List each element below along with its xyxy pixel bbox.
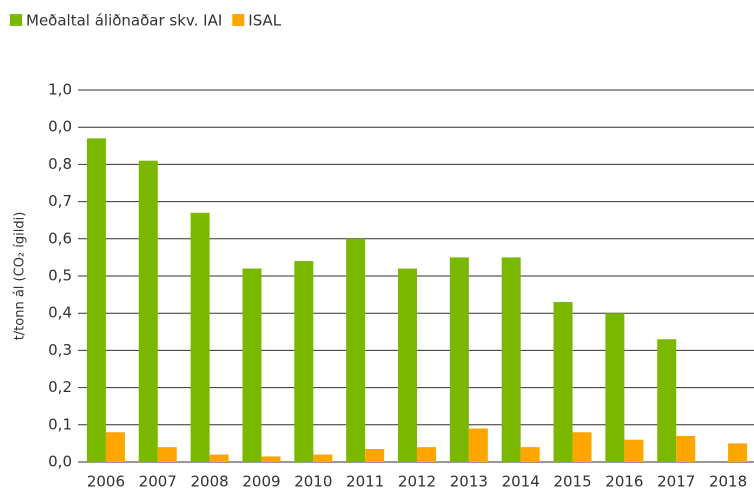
x-tick-label: 2018 (709, 473, 747, 491)
legend-swatch (10, 14, 22, 26)
x-tick-label: 2014 (502, 473, 540, 491)
bar (398, 268, 417, 462)
bar (105, 432, 125, 462)
bar (242, 268, 262, 462)
x-tick-label: 2010 (294, 473, 332, 491)
y-tick-label: 0,5 (48, 267, 72, 285)
bar (365, 448, 385, 462)
bar (657, 339, 677, 462)
y-tick-label: 0,4 (48, 304, 72, 322)
x-tick-label: 2007 (139, 473, 177, 491)
bar (261, 456, 281, 462)
x-tick-label: 2016 (605, 473, 643, 491)
y-tick-label: 0,2 (48, 378, 72, 396)
bar (209, 454, 229, 462)
x-tick-label: 2011 (346, 473, 384, 491)
x-tick-label: 2012 (398, 473, 436, 491)
bar (313, 454, 333, 462)
bar (553, 302, 573, 462)
bar (605, 313, 625, 462)
bar (520, 447, 540, 462)
x-tick-label: 2009 (242, 473, 280, 491)
bar (138, 160, 158, 462)
y-tick-label: 1,0 (48, 81, 72, 99)
bar (468, 428, 488, 462)
y-axis-label: t/tonn ál (CO₂ ígildi) (13, 212, 28, 341)
x-tick-label: 2015 (553, 473, 591, 491)
bar (728, 443, 748, 462)
bar (190, 212, 210, 462)
x-tick-label: 2017 (657, 473, 695, 491)
bar (294, 261, 314, 462)
y-tick-label: 0,1 (48, 415, 72, 433)
bar (417, 447, 436, 462)
bar (86, 138, 106, 463)
bar (449, 257, 469, 462)
y-tick-label: 0,7 (48, 192, 72, 210)
x-tick-label: 2008 (191, 473, 229, 491)
x-tick-label: 2013 (450, 473, 488, 491)
y-tick-label: 0,8 (48, 155, 72, 173)
bar (676, 435, 696, 462)
bar (501, 257, 521, 462)
legend-label: ISAL (248, 12, 281, 30)
y-tick-label: 0,0 (48, 453, 72, 471)
bar (346, 238, 366, 462)
bar (157, 447, 177, 462)
bar (624, 439, 644, 462)
x-tick-label: 2006 (87, 473, 125, 491)
legend-label: Meðaltal áliðnaðar skv. IAI (26, 12, 222, 30)
bar (572, 432, 592, 462)
y-tick-label: 0,0 (48, 118, 72, 136)
legend-swatch (232, 14, 245, 26)
y-tick-label: 0,3 (48, 341, 72, 359)
y-tick-label: 0,6 (48, 229, 72, 247)
